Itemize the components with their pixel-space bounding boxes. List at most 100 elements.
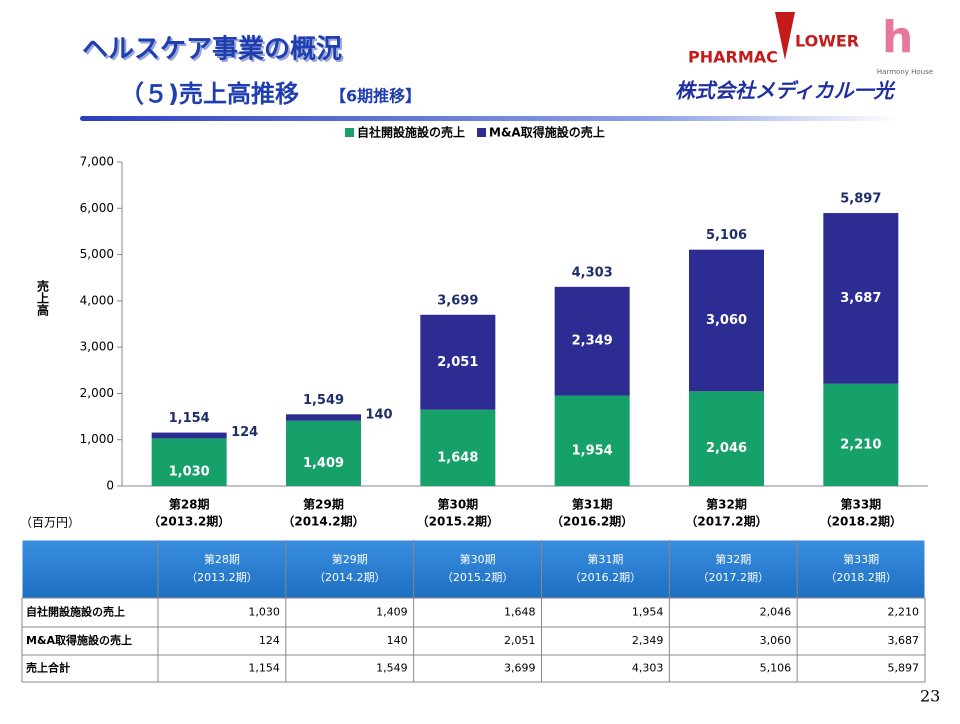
total-label: 4,303 xyxy=(572,265,613,280)
bar-segment xyxy=(286,420,361,486)
table-cell: 3,699 xyxy=(504,662,536,675)
total-label: 1,154 xyxy=(169,411,210,426)
x-tick-label: 第33期 xyxy=(840,497,881,512)
logo-harmony: Harmony House xyxy=(877,68,933,76)
logo-company: 株式会社メディカル一光 xyxy=(675,79,896,103)
x-tick-label: 第31期 xyxy=(572,497,613,512)
y-tick-label: 0 xyxy=(106,479,114,493)
x-tick-sublabel: （2014.2期） xyxy=(282,514,364,529)
table-row-label: 自社開設施設の売上 xyxy=(26,605,125,619)
value-label: 1,409 xyxy=(303,456,344,471)
value-label: 2,210 xyxy=(840,437,881,452)
table-column-header: （2015.2期） xyxy=(442,571,514,584)
table-column-header: 第33期 xyxy=(843,552,879,566)
legend-label: M&A取得施設の売上 xyxy=(489,125,605,140)
total-label: 3,699 xyxy=(437,293,478,308)
bar-segment xyxy=(823,213,899,384)
value-label: 2,349 xyxy=(572,334,613,349)
y-axis-label: 売上高 xyxy=(36,279,50,317)
title: ヘルスケア事業の概況 xyxy=(82,35,342,65)
table-column-header: （2017.2期） xyxy=(698,571,770,584)
x-tick-sublabel: （2013.2期） xyxy=(148,514,230,529)
x-tick-label: 第32期 xyxy=(706,497,747,512)
table-row-label: 売上合計 xyxy=(26,661,70,675)
logo-h: h xyxy=(882,12,913,63)
unit-label: （百万円） xyxy=(20,516,80,530)
value-label: 1,954 xyxy=(572,443,613,458)
table-cell: 124 xyxy=(259,634,280,647)
x-tick-sublabel: （2017.2期） xyxy=(685,514,767,529)
table-column-header: 第30期 xyxy=(460,552,496,566)
bar-segment xyxy=(554,286,630,396)
title-underline xyxy=(80,116,900,121)
subtitle-note: 【6期推移】 xyxy=(330,87,421,106)
y-tick-label: 1,000 xyxy=(80,432,114,446)
y-tick-label: 3,000 xyxy=(80,340,114,354)
bar-segment xyxy=(286,414,361,421)
y-tick-label: 2,000 xyxy=(80,386,114,400)
x-tick-sublabel: （2016.2期） xyxy=(551,514,633,529)
x-tick-label: 第28期 xyxy=(169,497,210,512)
table-column-header: 第28期 xyxy=(204,552,240,566)
logo-brand-left: PHARMAC xyxy=(688,48,778,67)
table-row-label: M&A取得施設の売上 xyxy=(26,633,132,647)
value-label: 3,060 xyxy=(706,313,747,328)
table-cell: 2,349 xyxy=(632,634,664,647)
legend-label: 自社開設施設の売上 xyxy=(357,125,465,140)
logo-flower xyxy=(775,12,795,60)
table-column-header: （2014.2期） xyxy=(314,571,386,584)
table-cell: 1,549 xyxy=(376,662,408,675)
table-cell: 4,303 xyxy=(632,662,664,675)
table-cell: 5,897 xyxy=(888,662,920,675)
x-tick-label: 第30期 xyxy=(437,497,478,512)
table-cell: 2,046 xyxy=(760,606,792,619)
bar-segment xyxy=(823,383,899,486)
table-column-header: 第31期 xyxy=(587,552,623,566)
bar-segment xyxy=(689,391,764,486)
table-cell: 2,051 xyxy=(504,634,536,647)
value-label: 3,687 xyxy=(840,291,881,306)
table-column-header: （2018.2期） xyxy=(825,571,897,584)
x-tick-sublabel: （2018.2期） xyxy=(820,514,902,529)
table-column-header: 第29期 xyxy=(332,552,368,566)
table-header xyxy=(21,539,926,599)
table-row xyxy=(21,626,926,656)
x-tick-label: 第29期 xyxy=(303,497,344,512)
legend-swatch xyxy=(345,128,354,137)
y-tick-label: 5,000 xyxy=(80,247,114,261)
table-cell: 5,106 xyxy=(760,662,792,675)
bar-segment xyxy=(151,432,227,439)
logo-brand-right: LOWER xyxy=(795,32,859,51)
bar-segment xyxy=(420,409,496,486)
table-cell: 1,030 xyxy=(248,606,280,619)
total-label: 5,897 xyxy=(840,192,881,207)
table-row xyxy=(21,597,926,628)
value-label: 2,051 xyxy=(437,355,478,370)
table-cell: 2,210 xyxy=(888,606,920,619)
table-cell: 1,648 xyxy=(504,606,536,619)
subtitle: （５)売上高推移 xyxy=(120,80,299,108)
value-label: 1,648 xyxy=(437,450,478,465)
value-label: 1,030 xyxy=(169,465,210,480)
bar-segment xyxy=(554,395,630,486)
table-column-header: 第32期 xyxy=(715,552,751,566)
total-label: 5,106 xyxy=(706,228,747,243)
bar-segment xyxy=(151,438,227,486)
value-label: 140 xyxy=(365,407,392,422)
table-cell: 1,409 xyxy=(376,606,408,619)
table-cell: 3,060 xyxy=(760,634,792,647)
title-shadow: ヘルスケア事業の概況 xyxy=(84,37,344,67)
legend-swatch xyxy=(477,128,487,137)
y-tick-label: 6,000 xyxy=(80,201,114,215)
table-cell: 140 xyxy=(387,634,408,647)
table-column-header: （2016.2期） xyxy=(570,571,642,584)
table-cell: 3,687 xyxy=(888,634,920,647)
y-tick-label: 4,000 xyxy=(80,293,114,307)
y-tick-label: 7,000 xyxy=(80,155,114,169)
table-cell: 1,154 xyxy=(248,662,280,675)
bar-segment xyxy=(689,249,764,392)
x-tick-sublabel: （2015.2期） xyxy=(417,514,499,529)
table-column-header: （2013.2期） xyxy=(186,571,258,584)
bar-segment xyxy=(420,314,496,410)
